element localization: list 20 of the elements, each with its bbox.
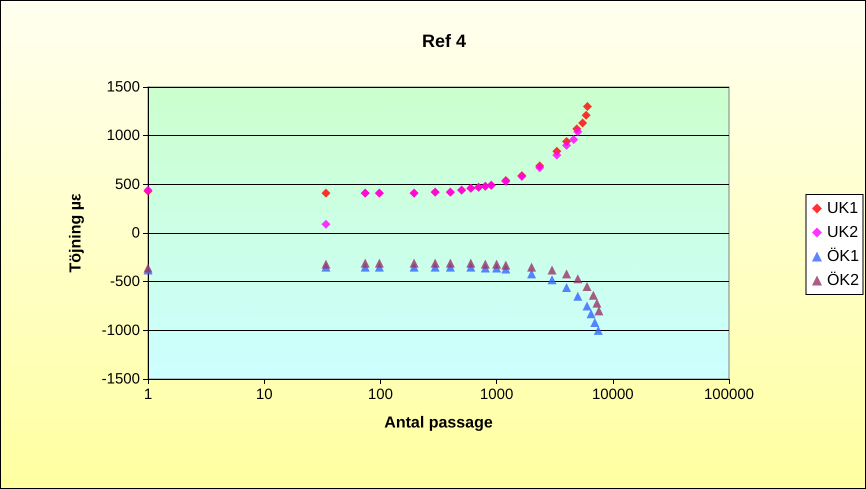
y-tick-label: 1500 <box>106 78 140 96</box>
y-tick-label: -500 <box>110 273 140 290</box>
y-axis-title: Töjning µε <box>68 193 84 273</box>
x-tick-label: 1000 <box>480 386 514 403</box>
legend-label: UK1 <box>826 200 858 217</box>
x-tick-label: 100000 <box>704 386 754 403</box>
y-tick-label: 0 <box>132 224 140 242</box>
y-tick-label: -1000 <box>102 322 140 339</box>
legend-label: ÖK1 <box>826 247 860 265</box>
y-tick-label: 1000 <box>106 127 140 144</box>
legend-label: ÖK2 <box>826 271 860 289</box>
x-tick-label: 100 <box>368 386 393 403</box>
x-tick-label: 1 <box>144 386 152 403</box>
chart-title: Ref 4 <box>422 31 466 51</box>
x-tick-label: 10000 <box>592 386 634 403</box>
y-tick-label: -1500 <box>102 370 140 388</box>
y-tick-label: 500 <box>114 176 140 193</box>
legend-label: UK2 <box>826 224 858 241</box>
x-tick-label: 10 <box>256 386 273 403</box>
x-axis-title: Antal passage <box>384 414 493 432</box>
